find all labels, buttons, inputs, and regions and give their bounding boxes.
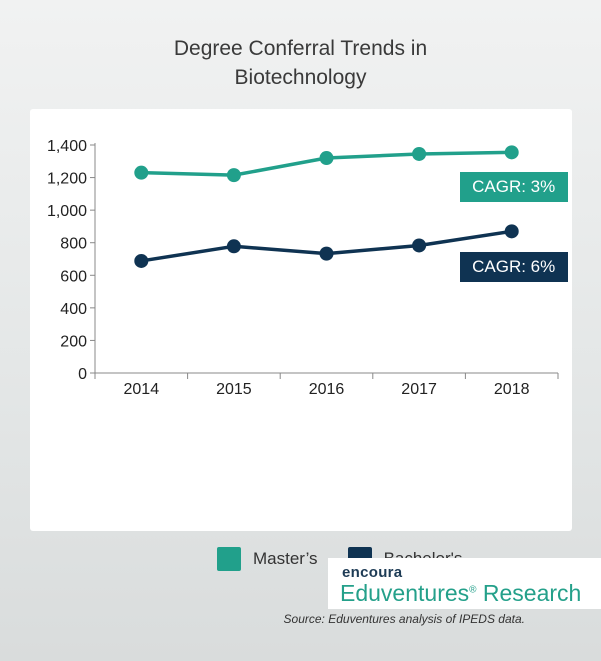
- y-tick-label: 800: [60, 236, 87, 253]
- x-tick-label: 2015: [216, 381, 252, 398]
- series-point-1: [319, 246, 334, 261]
- y-tick-label: 1,200: [47, 171, 87, 188]
- chart-title: Degree Conferral Trends in Biotechnology: [0, 34, 601, 92]
- series-point-0: [412, 146, 427, 161]
- y-tick-label: 1,400: [47, 138, 87, 155]
- brand-name: Eduventures: [340, 580, 470, 606]
- legend-item-masters: Master’s: [217, 547, 318, 571]
- chart-card: 0 200 400 600 800 1,000 1,200 1,400 2014 2015 2016…: [30, 109, 572, 626]
- chart-title-line-1: Degree Conferral Trends in: [173, 37, 428, 60]
- y-tick-label: 600: [60, 268, 87, 285]
- y-tick-label: 0: [78, 366, 87, 383]
- series-point-0: [319, 151, 334, 166]
- series-point-0: [134, 165, 149, 180]
- x-tick-label: 2018: [494, 381, 530, 398]
- series-point-1: [134, 253, 149, 268]
- brand-box: encoura Eduventures® Research: [328, 558, 601, 609]
- chart-title-line-2: Biotechnology: [234, 66, 367, 89]
- brand-registered-mark: ®: [469, 584, 477, 596]
- encoura-logo: encoura: [342, 564, 403, 581]
- series-point-0: [226, 168, 241, 183]
- eduventures-research-wordmark: Eduventures® Research: [340, 580, 581, 607]
- y-tick-label: 1,000: [47, 203, 87, 220]
- x-tick-label: 2016: [309, 381, 345, 398]
- x-tick-label: 2017: [401, 381, 437, 398]
- y-tick-label: 200: [60, 333, 87, 350]
- bachelors-cagr-badge: CAGR: 6%: [459, 252, 568, 283]
- series-point-0: [504, 145, 519, 160]
- series-point-1: [504, 224, 519, 239]
- series-point-1: [226, 239, 241, 254]
- legend-swatch-masters: [217, 547, 241, 571]
- y-tick-label: 400: [60, 301, 87, 318]
- series-point-1: [412, 238, 427, 253]
- brand-suffix: Research: [476, 580, 582, 606]
- x-tick-label: 2014: [124, 381, 160, 398]
- masters-cagr-badge: CAGR: 3%: [459, 172, 568, 203]
- legend-label-masters: Master’s: [253, 549, 318, 568]
- source-note: Source: Eduventures analysis of IPEDS da…: [283, 612, 525, 626]
- line-chart: 0 200 400 600 800 1,000 1,200 1,400 2014 2015 2016…: [47, 138, 559, 398]
